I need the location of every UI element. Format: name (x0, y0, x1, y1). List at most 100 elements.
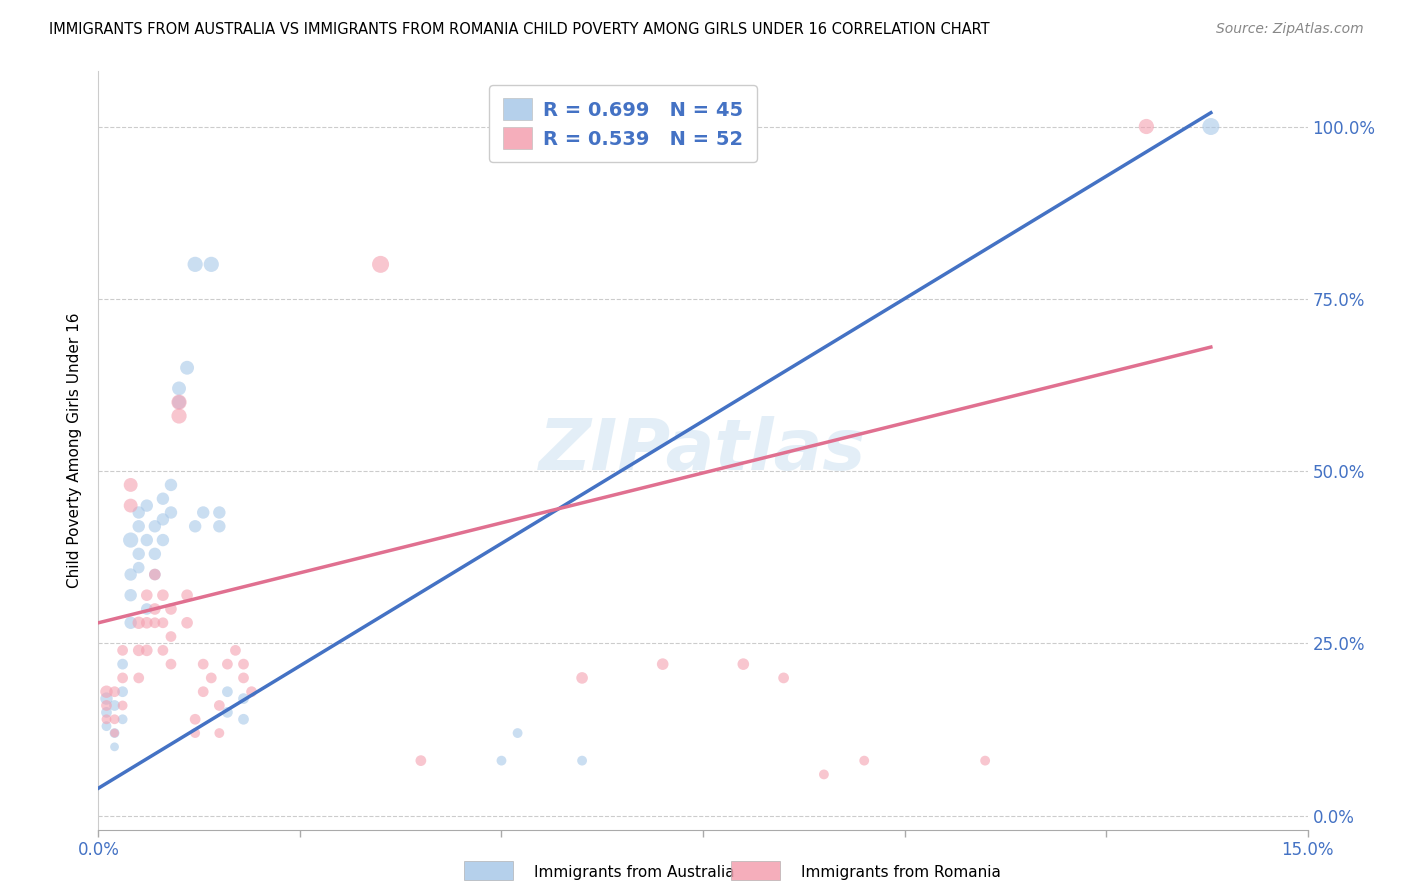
Point (184, 726, 207, 740)
Point (152, 533, 174, 547)
Point (143, 615, 166, 630)
Point (135, 533, 157, 547)
Point (111, 712, 134, 726)
Point (506, 726, 529, 740)
Point (232, 691, 254, 706)
Point (1199, 120, 1222, 134)
Text: Immigrants from Romania: Immigrants from Romania (801, 865, 1001, 880)
Point (143, 602, 166, 616)
Point (103, 684, 125, 698)
Point (813, 767, 835, 781)
Point (128, 560, 150, 574)
Point (184, 257, 207, 271)
Point (217, 706, 239, 720)
Point (103, 698, 125, 713)
Point (103, 712, 125, 726)
Point (143, 547, 166, 561)
Point (143, 519, 166, 533)
Point (240, 684, 263, 698)
Point (96, 706, 118, 720)
Point (200, 257, 222, 271)
Point (208, 506, 231, 520)
Point (96, 698, 118, 713)
Point (120, 499, 142, 513)
Point (128, 643, 150, 657)
Point (152, 643, 174, 657)
Point (135, 643, 157, 657)
Point (160, 478, 183, 492)
Point (176, 588, 198, 602)
Point (143, 567, 166, 582)
Point (200, 671, 222, 685)
Point (152, 588, 174, 602)
Point (111, 643, 134, 657)
Y-axis label: Child Poverty Among Girls Under 16: Child Poverty Among Girls Under 16 (67, 313, 83, 588)
Point (571, 754, 593, 768)
Point (96, 691, 118, 706)
Point (217, 657, 239, 672)
Point (974, 754, 997, 768)
Point (128, 615, 150, 630)
Point (409, 754, 432, 768)
Point (135, 615, 157, 630)
Legend: R = 0.699   N = 45, R = 0.539   N = 52: R = 0.699 N = 45, R = 0.539 N = 52 (489, 85, 758, 162)
Point (224, 643, 246, 657)
Point (1135, 120, 1157, 134)
Point (184, 519, 207, 533)
Point (167, 409, 190, 423)
Point (135, 499, 157, 513)
Point (193, 684, 215, 698)
Point (152, 615, 174, 630)
Point (111, 698, 134, 713)
Point (853, 754, 876, 768)
Point (152, 512, 174, 526)
Point (128, 519, 150, 533)
Point (651, 657, 673, 672)
Point (232, 657, 254, 672)
Point (193, 657, 215, 672)
Point (232, 671, 254, 685)
Point (96, 719, 118, 733)
Point (120, 533, 142, 547)
Point (160, 657, 183, 672)
Point (160, 630, 183, 644)
Point (232, 712, 254, 726)
Point (167, 381, 190, 395)
Point (208, 519, 231, 533)
Point (111, 657, 134, 672)
Point (733, 657, 755, 672)
Point (160, 506, 183, 520)
Point (143, 567, 166, 582)
Point (120, 478, 142, 492)
Point (208, 726, 231, 740)
Point (103, 726, 125, 740)
Point (152, 491, 174, 506)
Point (120, 567, 142, 582)
Text: IMMIGRANTS FROM AUSTRALIA VS IMMIGRANTS FROM ROMANIA CHILD POVERTY AMONG GIRLS U: IMMIGRANTS FROM AUSTRALIA VS IMMIGRANTS … (49, 22, 990, 37)
Point (193, 506, 215, 520)
Point (128, 671, 150, 685)
Point (135, 588, 157, 602)
Point (135, 602, 157, 616)
Point (103, 739, 125, 754)
Point (120, 588, 142, 602)
Point (217, 684, 239, 698)
Text: Source: ZipAtlas.com: Source: ZipAtlas.com (1216, 22, 1364, 37)
Text: ZIPatlas: ZIPatlas (540, 416, 866, 485)
Point (571, 671, 593, 685)
Point (120, 615, 142, 630)
Point (167, 395, 190, 409)
Point (160, 602, 183, 616)
Point (96, 712, 118, 726)
Point (111, 671, 134, 685)
Point (491, 754, 513, 768)
Point (103, 726, 125, 740)
Point (772, 671, 794, 685)
Point (128, 547, 150, 561)
Point (184, 712, 207, 726)
Point (167, 395, 190, 409)
Point (370, 257, 392, 271)
Text: Immigrants from Australia: Immigrants from Australia (534, 865, 735, 880)
Point (208, 698, 231, 713)
Point (96, 684, 118, 698)
